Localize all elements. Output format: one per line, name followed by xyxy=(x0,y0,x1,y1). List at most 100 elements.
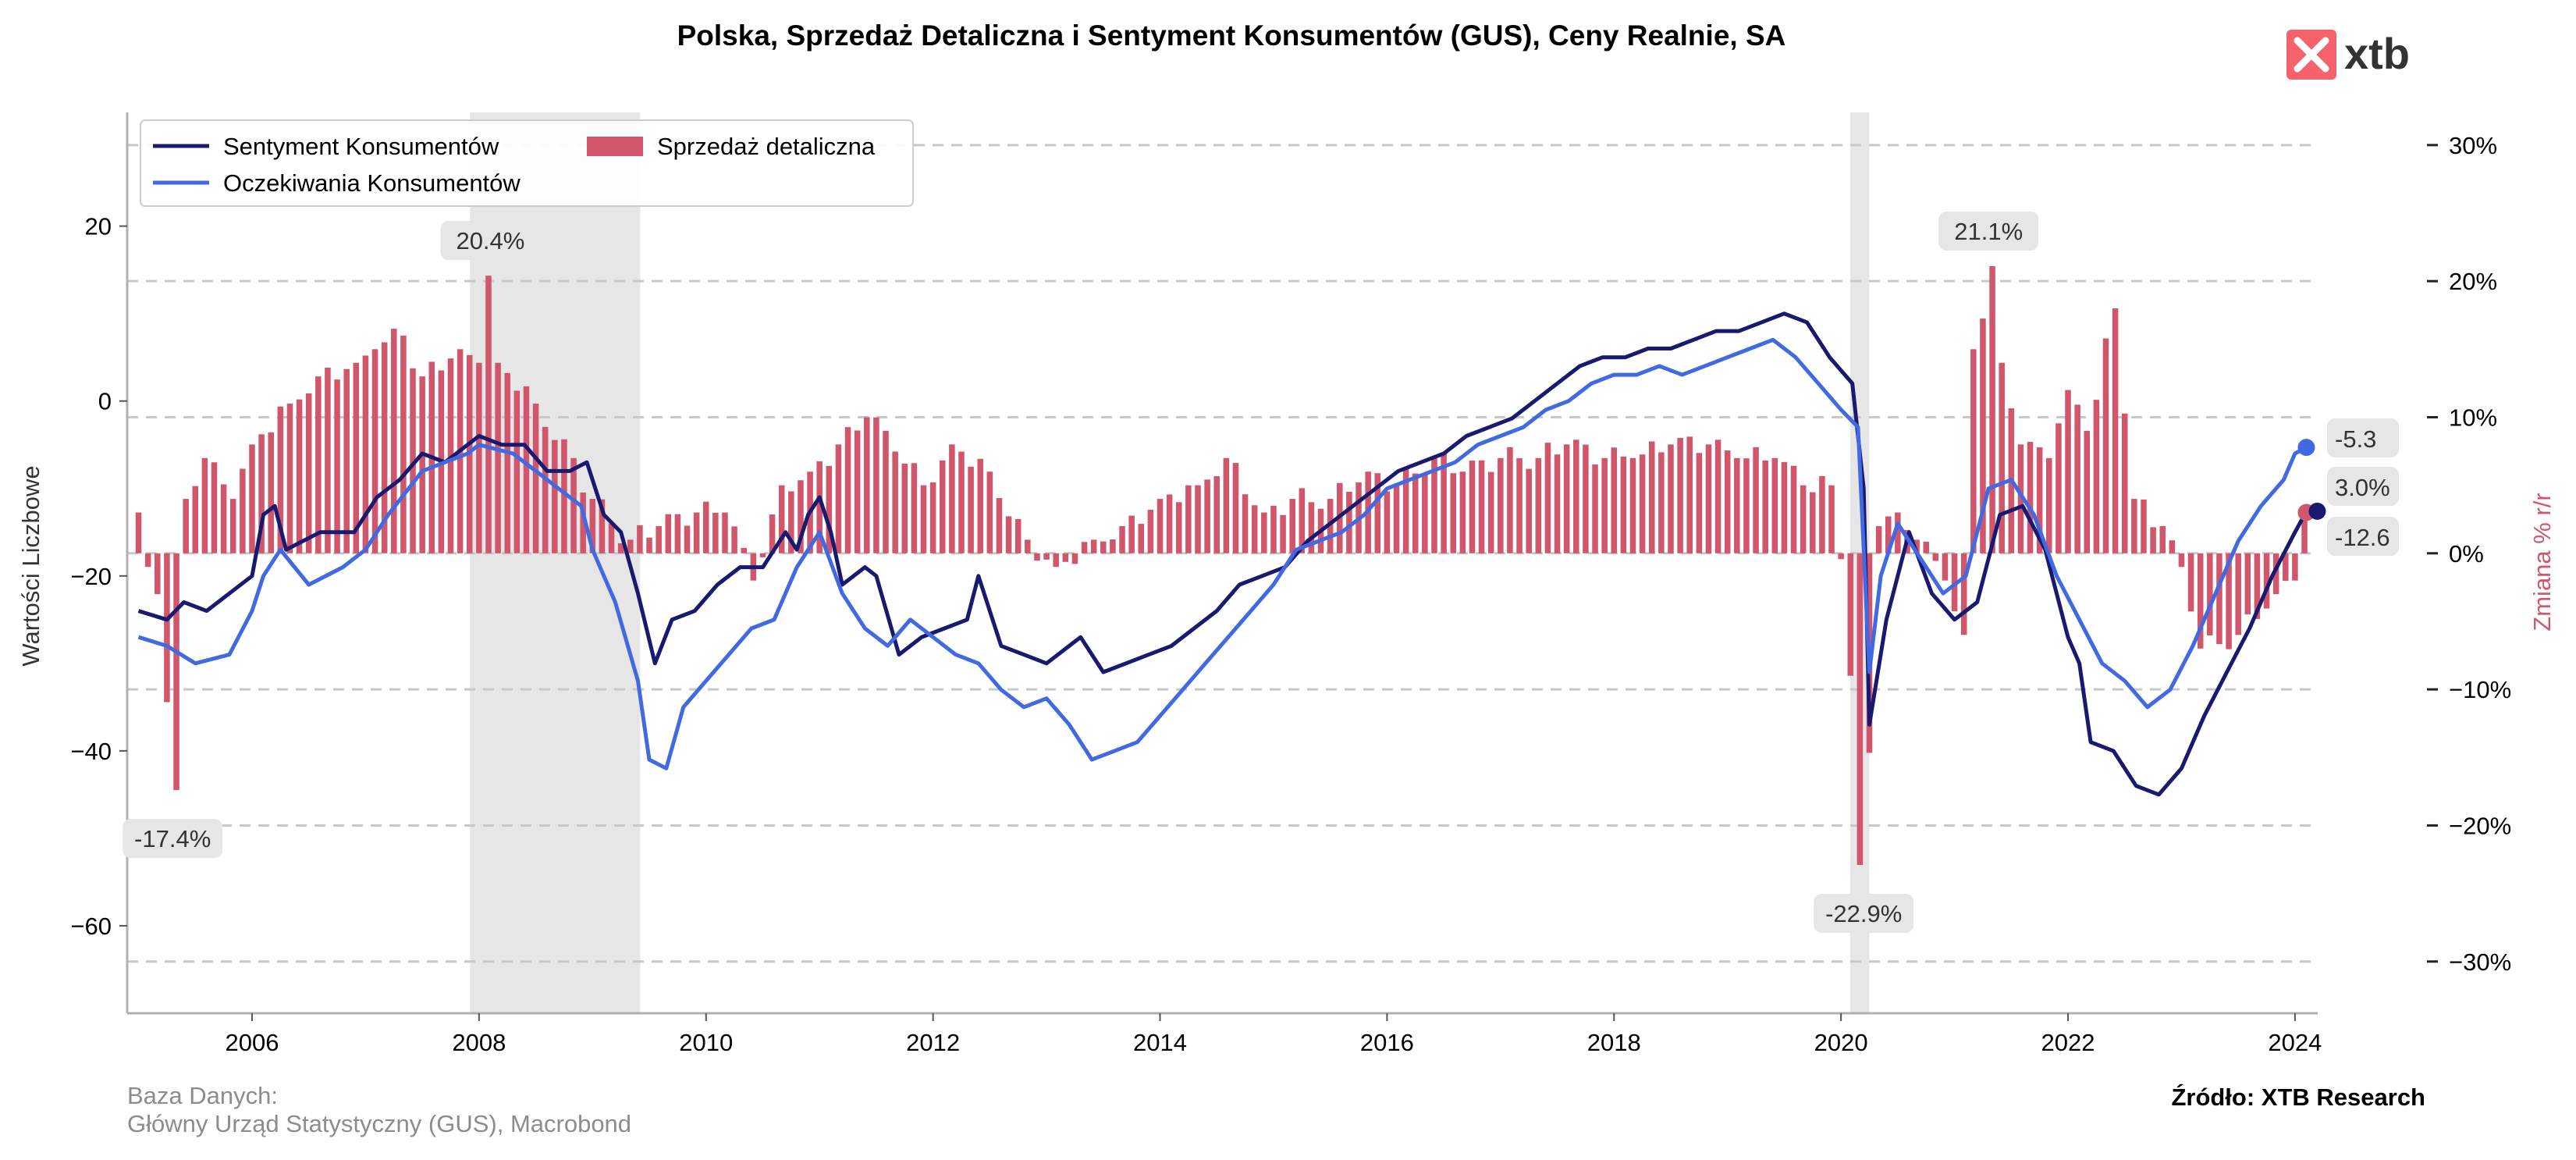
retail-sales-bar xyxy=(712,512,719,553)
retail-sales-bar xyxy=(901,463,908,553)
x-tick-label: 2008 xyxy=(452,1029,506,1056)
retail-sales-bar xyxy=(1573,439,1579,553)
retail-sales-bar xyxy=(883,430,889,553)
retail-sales-bar xyxy=(2036,447,2043,553)
retail-sales-bar xyxy=(1875,525,1882,553)
retail-sales-bar xyxy=(1781,461,1788,553)
retail-sales-bar xyxy=(1762,460,1768,553)
retail-sales-bar xyxy=(249,444,255,553)
y-right-tick-label: 10% xyxy=(2449,404,2497,431)
retail-sales-bar xyxy=(1138,524,1145,553)
retail-sales-bar xyxy=(693,512,700,553)
retail-sales-bar xyxy=(220,484,227,553)
retail-sales-bar xyxy=(769,514,776,553)
x-tick-label: 2024 xyxy=(2268,1029,2322,1056)
retail-sales-bar xyxy=(1393,485,1400,553)
retail-sales-bar xyxy=(627,539,634,553)
retail-sales-bar xyxy=(419,376,425,553)
retail-sales-bar xyxy=(1128,515,1135,553)
retail-sales-bar xyxy=(1771,457,1778,553)
retail-sales-bar xyxy=(958,451,965,553)
retail-sales-bar xyxy=(1251,505,1258,553)
retail-sales-bar xyxy=(1507,447,1513,553)
annotation-label: 20.4% xyxy=(456,227,524,254)
annotation-label: 21.1% xyxy=(1954,218,2023,245)
retail-sales-bar xyxy=(155,553,161,595)
retail-sales-bar xyxy=(996,498,1003,553)
retail-sales-bar xyxy=(1544,443,1551,553)
retail-sales-bar xyxy=(2102,338,2109,553)
retail-sales-bar xyxy=(258,434,265,553)
legend-entry-expectations: Oczekiwania Konsumentów xyxy=(223,169,521,197)
retail-sales-bar xyxy=(495,362,501,553)
retail-sales-bars xyxy=(135,265,2308,865)
retail-sales-bar xyxy=(2216,553,2222,645)
retail-sales-bar xyxy=(135,512,142,553)
retail-sales-bar xyxy=(1734,457,1740,553)
xtb-logo: xtb xyxy=(2286,29,2410,80)
end-label: -5.3 xyxy=(2335,425,2376,453)
retail-sales-bar xyxy=(1100,541,1107,553)
legend: Sentyment Konsumentów Oczekiwania Konsum… xyxy=(140,119,914,207)
retail-sales-bar xyxy=(410,368,416,553)
end-label-box xyxy=(2327,467,2399,506)
retail-sales-bar xyxy=(1828,485,1835,553)
retail-sales-bar xyxy=(164,553,170,703)
expectations-line xyxy=(137,337,2308,770)
retail-sales-bar xyxy=(485,276,492,553)
retail-sales-bar xyxy=(1412,473,1419,553)
retail-sales-bar xyxy=(939,460,946,553)
retail-sales-bar xyxy=(1999,362,2005,553)
retail-sales-bar xyxy=(968,466,974,553)
retail-sales-bar xyxy=(325,367,331,553)
y-right-tick-label: 0% xyxy=(2449,540,2484,568)
retail-sales-bar xyxy=(674,514,681,553)
retail-sales-bar xyxy=(2244,553,2251,614)
retail-sales-bar xyxy=(1308,502,1315,553)
retail-sales-bar xyxy=(173,553,179,791)
retail-sales-bar xyxy=(1459,471,1466,553)
retail-sales-bar xyxy=(1696,453,1703,553)
retail-sales-bar xyxy=(1526,468,1532,553)
retail-sales-bar xyxy=(1261,512,1267,553)
retail-sales-bar xyxy=(1299,488,1306,553)
y-left-tick-label: 20 xyxy=(85,213,112,240)
retail-sales-bar xyxy=(353,362,360,553)
retail-sales-bar xyxy=(1450,473,1456,553)
retail-sales-bar xyxy=(1629,457,1636,553)
retail-sales-bar xyxy=(608,523,615,553)
retail-sales-bar xyxy=(2112,308,2119,553)
x-tick-label: 2020 xyxy=(1814,1029,1868,1056)
recession-band xyxy=(470,112,641,1013)
retail-sales-bar xyxy=(570,457,577,553)
legend-entry-retail: Sprzedaż detaliczna xyxy=(657,133,876,160)
footer-database-sources: Główny Urząd Statystyczny (GUS), Macrobo… xyxy=(127,1110,631,1137)
retail-sales-bar xyxy=(2263,553,2270,609)
retail-sales-bar xyxy=(1639,454,1646,553)
retail-sales-bar xyxy=(1838,553,1844,560)
retail-sales-bar xyxy=(2055,423,2062,553)
retail-sales-bar xyxy=(1677,438,1683,553)
retail-sales-bar xyxy=(268,432,274,553)
retail-sales-bar xyxy=(1478,460,1485,553)
retail-sales-bar xyxy=(2027,442,2034,553)
retail-sales-bar xyxy=(1223,457,1230,553)
retail-sales-bar xyxy=(1327,499,1334,553)
retail-sales-bar xyxy=(1942,553,1949,581)
retail-sales-bar xyxy=(1885,516,1892,553)
retail-sales-bar xyxy=(1923,541,1929,553)
retail-sales-bar xyxy=(2254,553,2261,619)
retail-sales-bar xyxy=(1535,457,1542,553)
retail-sales-bar xyxy=(1913,539,1920,553)
retail-sales-bar xyxy=(144,553,151,568)
retail-sales-bar xyxy=(1431,457,1437,553)
retail-sales-bar xyxy=(1384,491,1391,553)
retail-sales-bar xyxy=(391,329,397,553)
annotation-box xyxy=(1814,893,1914,933)
axes: 2006 2008 2010 2012 2014 2016 2018 2020 2022 2024… xyxy=(70,112,2511,1056)
retail-sales-bar xyxy=(1714,439,1721,553)
retail-sales-bar xyxy=(589,499,596,553)
retail-sales-bar xyxy=(1110,539,1116,553)
retail-sales-bar xyxy=(1724,450,1731,553)
retail-sales-bar xyxy=(2178,553,2185,568)
